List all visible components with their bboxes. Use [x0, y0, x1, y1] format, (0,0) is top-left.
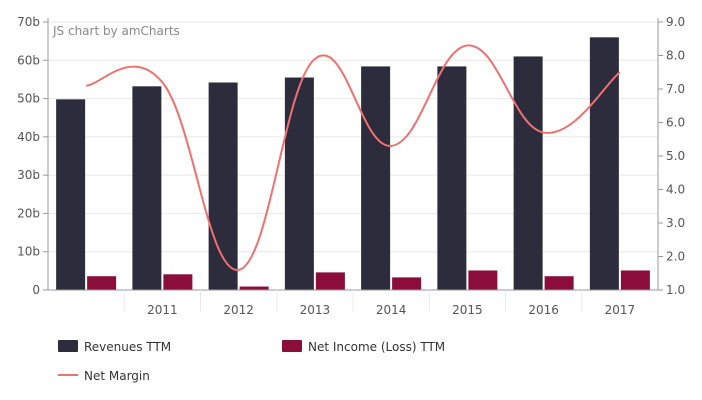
legend-swatch-net-income[interactable]: [282, 340, 302, 352]
bars: [56, 37, 650, 291]
y-left-tick-label: 20b: [17, 206, 40, 220]
revenue-bar: [56, 99, 86, 290]
revenue-bar: [513, 56, 543, 291]
y-right-tick-label: 5.0: [666, 149, 685, 163]
net-income-bar: [315, 272, 345, 290]
revenue-bar: [589, 37, 619, 290]
revenue-bar: [361, 66, 391, 290]
y-right-tick-label: 3.0: [666, 216, 685, 230]
net-income-bar: [87, 276, 117, 290]
revenue-bar: [437, 66, 467, 290]
net-margin-line: [85, 44, 621, 271]
revenue-bar: [284, 77, 314, 290]
y-left-tick-label: 40b: [17, 130, 40, 144]
x-tick-label: 2012: [223, 303, 254, 317]
x-tick-label: 2011: [147, 303, 178, 317]
net-income-bar: [544, 276, 574, 290]
x-tick-label: 2013: [300, 303, 331, 317]
x-tick-label: 2014: [376, 303, 407, 317]
axes: 0 10b 20b 30b 40b 50b 60b 70b 1.0 2.0 3.0 4.0 5.0 6.0…: [17, 15, 685, 317]
net-income-bar: [468, 270, 498, 290]
y-left-tick-label: 50b: [17, 92, 40, 106]
revenue-bar: [132, 86, 162, 290]
legend-swatch-revenues[interactable]: [58, 340, 78, 352]
y-left-tick-label: 70b: [17, 15, 40, 29]
y-left-tick-label: 30b: [17, 168, 40, 182]
legend-label-revenues[interactable]: Revenues TTM: [84, 340, 171, 354]
net-income-bar: [163, 274, 193, 290]
chart-credit: JS chart by amCharts: [52, 24, 180, 38]
net-income-bar: [392, 277, 422, 290]
y-right-tick-label: 7.0: [666, 82, 685, 96]
y-left-tick-label: 60b: [17, 53, 40, 67]
net-margin-line-layer: [85, 44, 621, 271]
y-right-tick-label: 2.0: [666, 250, 685, 264]
y-right-tick-label: 4.0: [666, 183, 685, 197]
y-right-tick-label: 8.0: [666, 49, 685, 63]
y-right-tick-label: 1.0: [666, 283, 685, 297]
y-right-tick-label: 6.0: [666, 116, 685, 130]
revenue-bar: [208, 82, 238, 291]
x-tick-label: 2017: [605, 303, 636, 317]
net-income-bar: [239, 286, 269, 290]
net-income-bar: [620, 270, 650, 290]
x-tick-label: 2016: [528, 303, 559, 317]
y-right-tick-label: 9.0: [666, 15, 685, 29]
x-tick-label: 2015: [452, 303, 483, 317]
y-left-tick-label: 0: [32, 283, 40, 297]
legend-label-net-margin[interactable]: Net Margin: [84, 369, 150, 383]
legend-label-net-income[interactable]: Net Income (Loss) TTM: [308, 340, 445, 354]
y-left-tick-label: 10b: [17, 245, 40, 259]
legend: Revenues TTM Net Income (Loss) TTM Net M…: [58, 340, 445, 383]
